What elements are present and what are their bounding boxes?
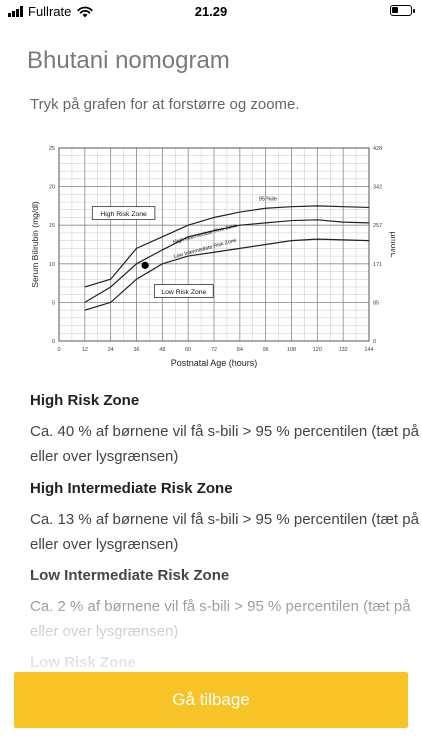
section-heading: High Intermediate Risk Zone — [30, 480, 233, 497]
x-axis-title: Postnatal Age (hours) — [171, 358, 258, 368]
x-tick-label: 96 — [263, 347, 269, 353]
y-tick-label: 10 — [49, 262, 55, 268]
percentile-40-line — [84, 238, 370, 311]
y-tick-label: 0 — [52, 339, 55, 345]
carrier-label: Fullrate — [28, 4, 72, 19]
x-tick-label: 12 — [82, 347, 88, 353]
page-subtitle: Tryk på grafen for at forstørre og zoome… — [30, 96, 300, 113]
section-high-risk: High Risk Zone Ca. 40 % af børnene vil f… — [30, 392, 422, 469]
x-tick-label: 72 — [211, 347, 217, 353]
section-text: Ca. 40 % af børnene vil få s-bili > 95 %… — [30, 423, 419, 465]
high-risk-zone-label-box — [91, 206, 156, 221]
plot-frame — [58, 147, 370, 342]
x-tick-label: 132 — [339, 347, 348, 353]
x-tick-label: 120 — [313, 347, 322, 353]
y-tick-label: 20 — [49, 185, 55, 191]
battery-icon — [390, 5, 415, 16]
y-tick-label: 5 — [52, 300, 55, 306]
y-tick-label: 15 — [49, 223, 55, 229]
percentile-95-label: 95 %ile — [259, 196, 277, 202]
section-text: Ca. 2 % af børnene vil få s-bili > 95 % … — [30, 598, 411, 640]
y2-tick-label: 342 — [373, 185, 382, 191]
bhutani-nomogram-chart[interactable]: 0 12 24 36 48 60 72 84 96 108 120 132 14405101520250… — [25, 138, 395, 378]
section-low-risk: Low Risk Zone — [30, 654, 136, 671]
y2-tick-label: 85 — [373, 300, 379, 306]
back-button[interactable]: Gå tilbage — [14, 672, 408, 728]
section-text: Ca. 13 % af børnene vil få s-bili > 95 %… — [30, 511, 419, 553]
section-heading: High Risk Zone — [30, 392, 140, 409]
percentile-75-line — [84, 219, 370, 303]
signal-icon — [8, 6, 23, 17]
x-tick-label: 48 — [159, 347, 165, 353]
x-tick-label: 36 — [133, 347, 139, 353]
x-tick-label: 84 — [237, 347, 243, 353]
patient-data-point — [141, 261, 149, 269]
section-heading: Low Risk Zone — [30, 654, 136, 671]
x-tick-label: 0 — [57, 347, 60, 353]
x-tick-label: 24 — [108, 347, 114, 353]
y2-tick-label: 428 — [373, 146, 382, 152]
status-bar: Fullrate 21.29 — [0, 0, 422, 26]
section-high-intermediate: High Intermediate Risk Zone Ca. 13 % af … — [30, 480, 422, 557]
section-low-intermediate: Low Intermediate Risk Zone Ca. 2 % af bø… — [30, 567, 422, 644]
y2-axis-title: µmol/L — [389, 232, 395, 258]
percentile-95-line — [84, 205, 370, 288]
low-risk-zone-label-box — [154, 284, 214, 298]
x-tick-label: 144 — [364, 347, 373, 353]
y2-tick-label: 257 — [373, 223, 382, 229]
clock: 21.29 — [194, 4, 228, 19]
wifi-icon — [77, 6, 93, 17]
low-risk-zone-label: Low Risk Zone — [161, 289, 206, 296]
section-heading: Low Intermediate Risk Zone — [30, 567, 230, 584]
carrier-group: Fullrate — [8, 4, 93, 19]
y-axis-title: Serum Bilirubin (mg/dl) — [30, 201, 40, 288]
high-risk-zone-label: High Risk Zone — [100, 211, 147, 218]
page-title: Bhutani nomogram — [27, 47, 230, 74]
x-tick-label: 60 — [185, 347, 191, 353]
x-tick-label: 108 — [287, 347, 296, 353]
y-tick-label: 25 — [49, 146, 55, 152]
y2-tick-label: 0 — [373, 339, 376, 345]
y2-tick-label: 171 — [373, 262, 382, 268]
